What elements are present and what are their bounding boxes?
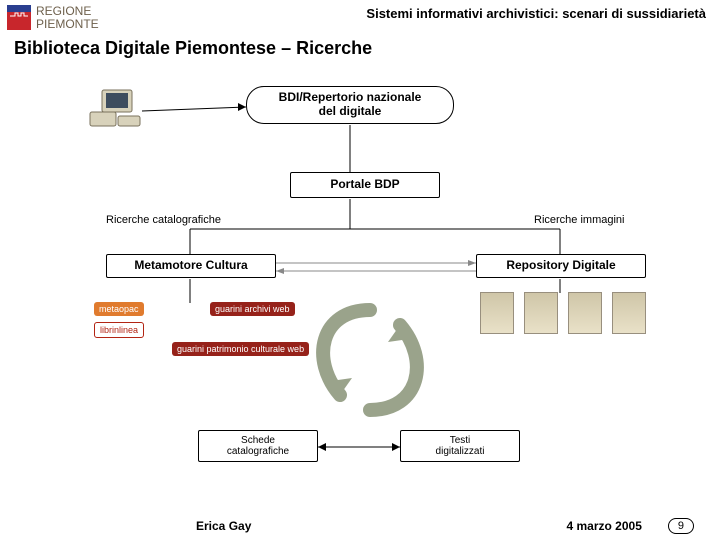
diagram-canvas: BDI/Repertorio nazionale del digitale Po… [0, 70, 720, 512]
connector-lines [0, 70, 720, 512]
footer-date: 4 marzo 2005 [566, 519, 641, 533]
node-schede: Schede catalografiche [198, 430, 318, 462]
footer-author: Erica Gay [196, 519, 251, 533]
footer: Erica Gay 4 marzo 2005 9 [0, 518, 720, 534]
badge-guarini-patrimonio: guarini patrimonio culturale web [172, 342, 309, 356]
badge-metaopac: metaopac [94, 302, 144, 316]
shield-icon [6, 4, 32, 32]
label-ricerche-immagini: Ricerche immagini [534, 214, 624, 226]
node-portale: Portale BDP [290, 172, 440, 198]
node-schede-label: Schede catalografiche [227, 435, 289, 458]
logo-text: REGIONE PIEMONTE [36, 5, 99, 30]
swirl-arrows-icon [300, 300, 440, 425]
node-repository-label: Repository Digitale [506, 259, 615, 273]
node-repository: Repository Digitale [476, 254, 646, 278]
page-number: 9 [668, 518, 694, 534]
page-title: Biblioteca Digitale Piemontese – Ricerch… [0, 32, 720, 67]
badge-guarini-archivi: guarini archivi web [210, 302, 295, 316]
logo-line2: PIEMONTE [36, 18, 99, 31]
badge-librinlinea: librinlinea [94, 322, 144, 338]
label-ricerche-catalografiche: Ricerche catalografiche [106, 214, 221, 226]
computer-icon [88, 88, 142, 132]
node-testi: Testi digitalizzati [400, 430, 520, 462]
node-portale-label: Portale BDP [330, 178, 399, 192]
thumb-1 [480, 292, 514, 334]
thumb-2 [524, 292, 558, 334]
regione-logo: REGIONE PIEMONTE [6, 4, 99, 32]
node-bdi-label: BDI/Repertorio nazionale del digitale [279, 91, 422, 119]
thumb-4 [612, 292, 646, 334]
node-bdi: BDI/Repertorio nazionale del digitale [246, 86, 454, 124]
thumb-3 [568, 292, 602, 334]
node-metamotore: Metamotore Cultura [106, 254, 276, 278]
node-metamotore-label: Metamotore Cultura [134, 259, 247, 273]
header-title: Sistemi informativi archivistici: scenar… [99, 4, 714, 21]
node-testi-label: Testi digitalizzati [436, 435, 485, 458]
